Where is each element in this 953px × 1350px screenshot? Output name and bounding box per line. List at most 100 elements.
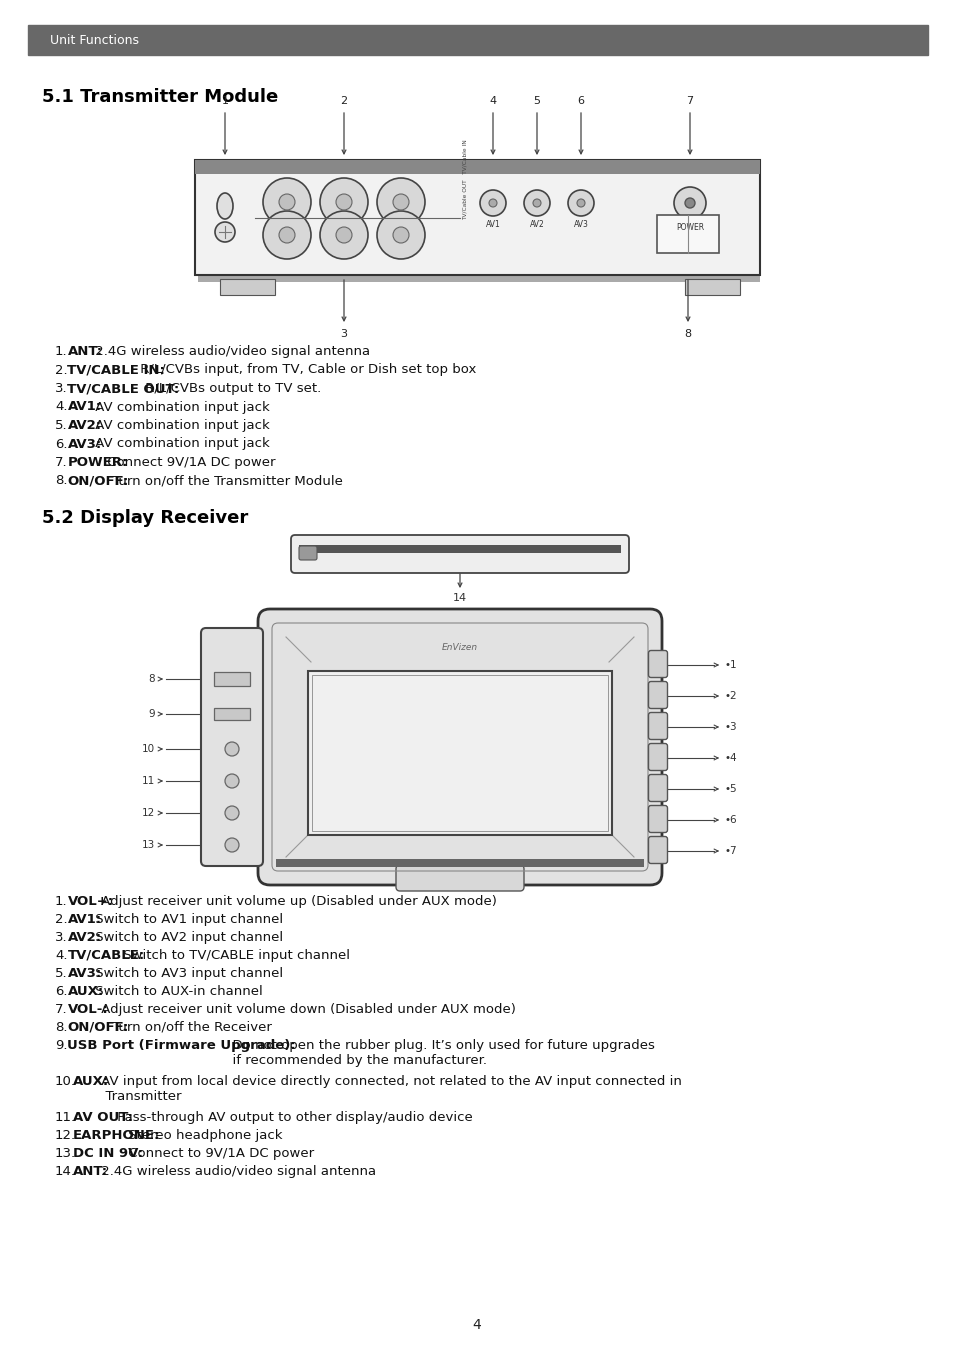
Text: 8.: 8. <box>55 474 68 487</box>
Circle shape <box>225 774 239 788</box>
Text: Adjust receiver unit volume down (Disabled under AUX mode): Adjust receiver unit volume down (Disabl… <box>97 1003 516 1017</box>
Circle shape <box>278 227 294 243</box>
Text: 7.: 7. <box>55 456 68 468</box>
Text: Switch to AV2 input channel: Switch to AV2 input channel <box>91 931 283 944</box>
Circle shape <box>577 198 584 207</box>
Bar <box>28 26 927 55</box>
Text: 9.: 9. <box>55 1040 68 1052</box>
Bar <box>275 859 643 867</box>
Text: 2.4G wireless audio/video signal antenna: 2.4G wireless audio/video signal antenna <box>91 346 370 358</box>
Text: Switch to AV3 input channel: Switch to AV3 input channel <box>91 967 283 980</box>
Bar <box>220 279 274 296</box>
FancyBboxPatch shape <box>298 545 316 560</box>
Text: •6: •6 <box>724 815 737 825</box>
Text: AV3: AV3 <box>573 220 588 230</box>
Text: •1: •1 <box>724 660 737 670</box>
Text: 12.: 12. <box>55 1129 76 1142</box>
Text: 11.: 11. <box>55 1111 76 1125</box>
Text: 9: 9 <box>149 709 154 720</box>
Text: USB Port (Firmware Upgrade):: USB Port (Firmware Upgrade): <box>68 1040 295 1052</box>
Text: 2.: 2. <box>55 913 68 926</box>
Circle shape <box>393 227 409 243</box>
Text: 13: 13 <box>142 840 154 850</box>
Text: •4: •4 <box>724 753 737 763</box>
Text: Turn on/off the Receiver: Turn on/off the Receiver <box>108 1021 272 1034</box>
Text: AV combination input jack: AV combination input jack <box>91 437 270 451</box>
Text: AV2:: AV2: <box>68 418 101 432</box>
Text: POWER: POWER <box>676 223 703 232</box>
Text: AV1: AV1 <box>485 220 500 230</box>
Text: ANT:: ANT: <box>72 1165 108 1179</box>
Text: 3: 3 <box>340 329 347 339</box>
Text: 2.: 2. <box>55 363 68 377</box>
Bar <box>213 672 250 686</box>
Text: 6.: 6. <box>55 437 68 451</box>
Text: Switch to AUX-in channel: Switch to AUX-in channel <box>91 986 263 998</box>
FancyBboxPatch shape <box>648 651 667 678</box>
Circle shape <box>533 198 540 207</box>
FancyBboxPatch shape <box>257 609 661 886</box>
Text: 8: 8 <box>149 674 154 684</box>
Bar <box>213 707 250 720</box>
Circle shape <box>684 198 695 208</box>
Text: 12: 12 <box>142 809 154 818</box>
Text: TV/Cable OUT   TV/Cable IN: TV/Cable OUT TV/Cable IN <box>462 139 468 220</box>
Circle shape <box>214 221 234 242</box>
Bar <box>308 671 612 836</box>
Text: ON: ON <box>665 258 676 265</box>
Bar <box>312 675 607 832</box>
FancyBboxPatch shape <box>395 865 523 891</box>
Text: •3: •3 <box>724 722 737 732</box>
Circle shape <box>263 178 311 225</box>
Text: 1.: 1. <box>55 346 68 358</box>
Bar <box>684 279 740 296</box>
Text: AV3:: AV3: <box>68 967 102 980</box>
Circle shape <box>225 838 239 852</box>
Text: DC IN 9V:: DC IN 9V: <box>72 1148 143 1160</box>
Text: POWER:: POWER: <box>68 456 128 468</box>
Text: 5.: 5. <box>55 967 68 980</box>
Text: AV input from local device directly connected, not related to the AV input conne: AV input from local device directly conn… <box>96 1075 680 1103</box>
Text: 5.: 5. <box>55 418 68 432</box>
Text: 2: 2 <box>340 96 347 107</box>
Text: Adjust receiver unit volume up (Disabled under AUX mode): Adjust receiver unit volume up (Disabled… <box>97 895 497 909</box>
Text: 2.4G wireless audio/video signal antenna: 2.4G wireless audio/video signal antenna <box>96 1165 375 1179</box>
Text: AUX:: AUX: <box>68 986 104 998</box>
Text: 7: 7 <box>686 96 693 107</box>
Text: Switch to TV/CABLE input channel: Switch to TV/CABLE input channel <box>119 949 350 963</box>
Bar <box>657 215 719 252</box>
Text: 4: 4 <box>489 96 497 107</box>
Text: AV OUT:: AV OUT: <box>72 1111 132 1125</box>
Circle shape <box>479 190 505 216</box>
Circle shape <box>319 178 368 225</box>
FancyBboxPatch shape <box>648 682 667 709</box>
Text: 4.: 4. <box>55 949 68 963</box>
Text: 1.: 1. <box>55 895 68 909</box>
Text: EnVizen: EnVizen <box>441 643 477 652</box>
FancyBboxPatch shape <box>648 744 667 771</box>
Text: R/L/CVBs input, from TV, Cable or Dish set top box: R/L/CVBs input, from TV, Cable or Dish s… <box>135 363 476 377</box>
Text: Connect 9V/1A DC power: Connect 9V/1A DC power <box>102 456 274 468</box>
Text: 6: 6 <box>577 96 584 107</box>
Circle shape <box>393 194 409 211</box>
Circle shape <box>335 227 352 243</box>
Text: VOL+:: VOL+: <box>68 895 113 909</box>
Text: 14.: 14. <box>55 1165 76 1179</box>
Ellipse shape <box>216 193 233 219</box>
Text: Turn on/off the Transmitter Module: Turn on/off the Transmitter Module <box>108 474 342 487</box>
Text: •7: •7 <box>724 846 737 856</box>
Circle shape <box>673 188 705 219</box>
Text: ON/OFF:: ON/OFF: <box>68 474 129 487</box>
Text: AV1:: AV1: <box>68 913 101 926</box>
Text: OFF: OFF <box>698 258 711 265</box>
Text: 14: 14 <box>453 593 467 603</box>
Circle shape <box>567 190 594 216</box>
Bar <box>194 161 760 275</box>
Text: R/L/CVBs output to TV set.: R/L/CVBs output to TV set. <box>141 382 321 396</box>
FancyBboxPatch shape <box>648 713 667 740</box>
Circle shape <box>319 211 368 259</box>
Text: Stereo headphone jack: Stereo headphone jack <box>124 1129 282 1142</box>
FancyBboxPatch shape <box>648 775 667 802</box>
Text: 13.: 13. <box>55 1148 76 1160</box>
Text: 4.: 4. <box>55 401 68 413</box>
